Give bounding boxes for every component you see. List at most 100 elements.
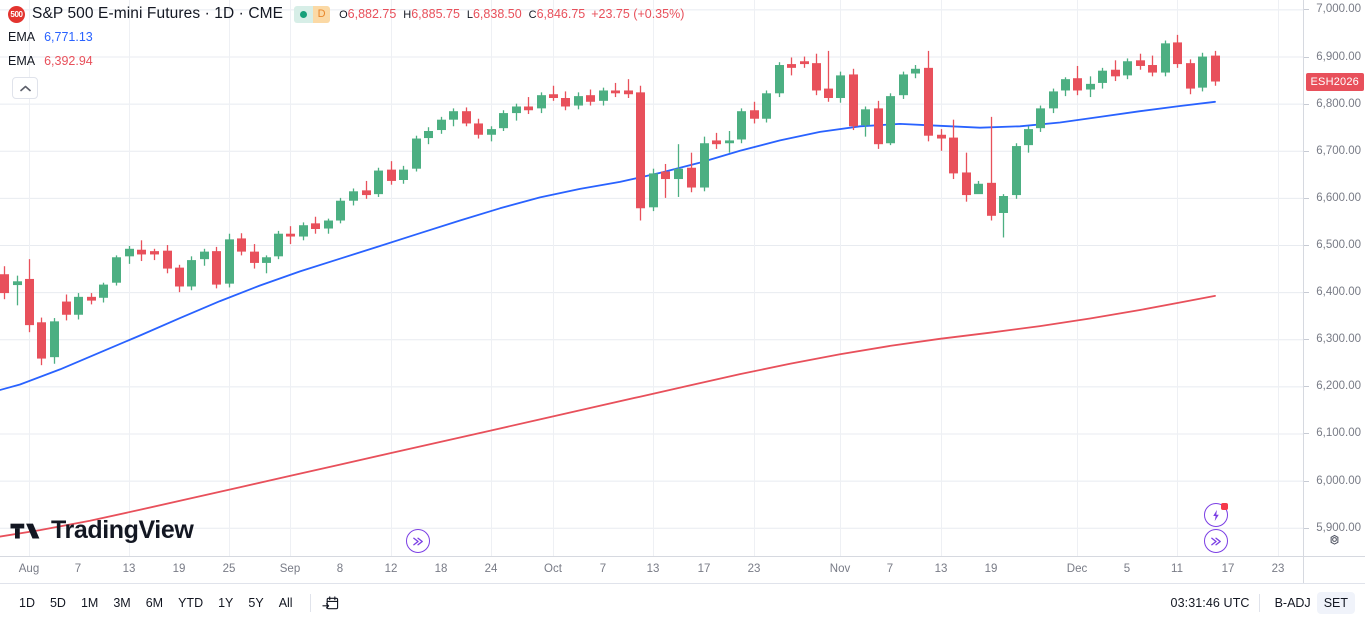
utc-clock: 03:31:46 UTC xyxy=(1170,596,1250,610)
time-tick-label: 13 xyxy=(122,563,136,575)
bottom-toolbar: 1D 5D 1M 3M 6M YTD 1Y 5Y All 03:31:46 UTC B-ADJ … xyxy=(0,583,1365,622)
candle-body xyxy=(274,233,283,257)
candle-body xyxy=(462,111,471,124)
candle-body xyxy=(499,113,508,129)
candle-body xyxy=(87,296,96,301)
candle-body xyxy=(474,123,483,135)
candle-body xyxy=(74,296,83,315)
candle-body xyxy=(987,182,996,216)
candle-body xyxy=(37,322,46,359)
price-tick-mark xyxy=(1304,292,1309,294)
candle-body xyxy=(687,167,696,188)
candle-body xyxy=(362,190,371,196)
range-button-5y[interactable]: 5Y xyxy=(248,596,264,610)
range-button-ytd[interactable]: YTD xyxy=(178,596,204,610)
candle-body xyxy=(1123,61,1132,76)
ema-line-1 xyxy=(0,100,1216,391)
chevron-up-icon xyxy=(19,85,31,91)
candle-body xyxy=(250,251,259,263)
candle-body xyxy=(349,191,358,201)
candle-body xyxy=(125,248,134,257)
candle-body xyxy=(286,233,295,237)
go-to-date-button[interactable] xyxy=(320,592,342,614)
watermark-text: TradingView xyxy=(51,516,194,544)
candle-body xyxy=(1161,43,1170,73)
candle-body xyxy=(974,183,983,195)
range-button-1d[interactable]: 1D xyxy=(19,596,35,610)
candle-body xyxy=(737,111,746,140)
candle-body xyxy=(62,301,71,315)
price-axis-settings-button[interactable] xyxy=(1324,528,1346,550)
price-tick-label: 7,000.00 xyxy=(1316,3,1361,16)
candle-body xyxy=(661,171,670,180)
time-tick-label: Nov xyxy=(829,563,851,575)
candle-body xyxy=(137,249,146,255)
candle-body xyxy=(924,67,933,136)
session-settings-button[interactable]: SET xyxy=(1316,592,1355,614)
legend-collapse-button[interactable] xyxy=(12,77,38,99)
fast-forward-icon xyxy=(412,537,423,545)
candle-body xyxy=(636,92,645,209)
price-tick-mark xyxy=(1304,103,1309,105)
candle-body xyxy=(1073,78,1082,91)
jump-to-realtime-button-right[interactable] xyxy=(1204,529,1228,553)
time-tick-label: 5 xyxy=(1123,563,1131,575)
back-adjustment-button[interactable]: B-ADJ xyxy=(1274,596,1311,610)
time-tick-label: 13 xyxy=(646,563,660,575)
candle-body xyxy=(200,251,209,260)
candle-body xyxy=(13,281,22,286)
time-axis[interactable]: Aug 7 13 19 25 Sep 8 12 18 24 Oct 7 13 17 23 Nov 7 13 19 De… xyxy=(0,556,1303,583)
candle-body xyxy=(412,138,421,169)
range-button-1m[interactable]: 1M xyxy=(80,596,99,610)
candle-body xyxy=(949,137,958,174)
range-button-1y[interactable]: 1Y xyxy=(218,596,234,610)
candle-body xyxy=(712,140,721,145)
time-tick-label: 23 xyxy=(1271,563,1285,575)
time-range-buttons: 1D 5D 1M 3M 6M YTD 1Y 5Y All xyxy=(12,592,301,614)
candle-body xyxy=(336,200,345,221)
jump-to-realtime-button-left[interactable] xyxy=(406,529,430,553)
candle-body xyxy=(611,90,620,94)
time-tick-label: 11 xyxy=(1171,563,1183,575)
candle-body xyxy=(1061,79,1070,91)
price-tick-label: 6,400.00 xyxy=(1316,286,1361,299)
price-tick-mark xyxy=(1304,480,1309,482)
candle-body xyxy=(962,172,971,196)
time-tick-label: 18 xyxy=(434,563,448,575)
last-price-label[interactable]: ESH2026 xyxy=(1305,72,1364,91)
range-button-5d[interactable]: 5D xyxy=(49,596,66,610)
price-axis[interactable]: 7,000.00 6,900.00 6,800.00 6,700.00 6,600.00… xyxy=(1303,0,1365,556)
range-button-6m[interactable]: 6M xyxy=(145,596,164,610)
candle-body xyxy=(586,95,595,102)
axis-corner xyxy=(1303,556,1365,583)
range-button-3m[interactable]: 3M xyxy=(113,596,131,610)
candle-body xyxy=(886,96,895,144)
candle-body xyxy=(1211,55,1220,82)
candle-body xyxy=(324,220,333,229)
candle-body xyxy=(175,267,184,287)
candle-body xyxy=(725,140,734,144)
candle-body xyxy=(911,68,920,74)
candle-body xyxy=(112,257,121,283)
candle-body xyxy=(899,74,908,96)
candle-body xyxy=(25,278,34,326)
candle-body xyxy=(399,169,408,180)
candle-body xyxy=(163,250,172,269)
time-tick-label: 7 xyxy=(599,563,607,575)
price-tick-label: 6,700.00 xyxy=(1316,144,1361,157)
time-tick-label: 19 xyxy=(172,563,186,575)
candle-body xyxy=(487,129,496,135)
candle-body xyxy=(649,173,658,208)
candle-body xyxy=(1036,108,1045,129)
candle-body xyxy=(812,63,821,91)
candle-body xyxy=(1086,83,1095,90)
candle-body xyxy=(624,90,633,95)
candle-body xyxy=(1024,129,1033,146)
range-button-all[interactable]: All xyxy=(278,596,293,610)
candle-body xyxy=(187,260,196,287)
candle-body xyxy=(849,74,858,127)
alerts-lightning-button[interactable] xyxy=(1204,503,1228,527)
chart-pane[interactable] xyxy=(0,0,1303,556)
fast-forward-icon xyxy=(1210,537,1221,545)
